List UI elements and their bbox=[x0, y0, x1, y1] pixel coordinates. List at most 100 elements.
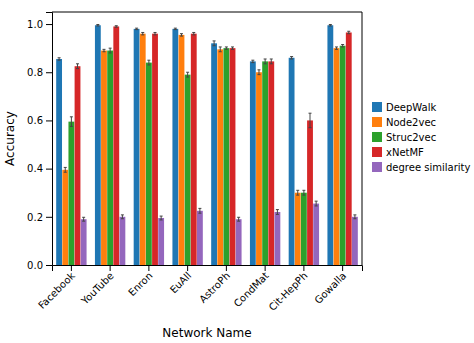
error-bar bbox=[76, 64, 79, 69]
tick: CondMat bbox=[232, 265, 271, 309]
error-bar bbox=[121, 215, 124, 219]
bar bbox=[340, 46, 346, 265]
bar bbox=[158, 218, 164, 265]
tick: 0.2 bbox=[27, 212, 52, 223]
tick: 1.0 bbox=[27, 19, 52, 30]
bar bbox=[256, 72, 262, 265]
bar bbox=[68, 122, 74, 265]
error-bar bbox=[315, 201, 318, 206]
error-bar bbox=[231, 47, 234, 49]
error-bar bbox=[82, 217, 85, 221]
error-bar bbox=[174, 28, 177, 29]
tick: Gowalla bbox=[312, 265, 348, 306]
tick-mark bbox=[46, 217, 52, 218]
bar bbox=[75, 66, 81, 265]
error-bar bbox=[154, 32, 157, 34]
bar bbox=[327, 25, 333, 265]
error-bars bbox=[64, 32, 338, 195]
legend-item: Struc2vec bbox=[372, 132, 436, 143]
tick-mark bbox=[187, 265, 188, 271]
legend-label: Node2vec bbox=[386, 117, 436, 128]
bar bbox=[236, 219, 242, 265]
legend-swatch bbox=[372, 162, 382, 172]
tick-label: 0.6 bbox=[27, 115, 43, 126]
legend-label: xNetMF bbox=[386, 147, 424, 158]
tick-label: AstroPh bbox=[197, 270, 232, 305]
bar bbox=[352, 217, 358, 265]
legend: DeepWalkNode2vecStruc2vecxNetMFdegree si… bbox=[372, 102, 470, 173]
tick-label: 0.0 bbox=[27, 260, 43, 271]
tick: Enron bbox=[126, 265, 154, 298]
bar-series bbox=[75, 26, 352, 265]
error-bar bbox=[264, 59, 267, 64]
tick-mark bbox=[46, 265, 52, 266]
bar-series bbox=[56, 25, 333, 265]
tick: EuAll bbox=[168, 265, 194, 295]
bar bbox=[95, 25, 101, 265]
bar bbox=[307, 120, 313, 265]
error-bar bbox=[147, 60, 150, 65]
bar bbox=[191, 34, 197, 265]
tick-mark bbox=[265, 265, 266, 271]
error-bar bbox=[180, 34, 183, 36]
legend-item: degree similarity bbox=[372, 162, 470, 173]
error-bar bbox=[64, 167, 67, 172]
error-bar bbox=[335, 47, 338, 49]
bar bbox=[346, 32, 352, 265]
tick-mark bbox=[46, 72, 52, 73]
tick-label: CondMat bbox=[232, 270, 271, 309]
tick-label: 0.4 bbox=[27, 163, 43, 174]
bar bbox=[268, 61, 274, 265]
axis-line bbox=[46, 13, 53, 266]
error-bar bbox=[276, 210, 279, 215]
error-bar bbox=[141, 32, 144, 34]
bar bbox=[289, 58, 295, 265]
error-bar bbox=[329, 25, 332, 26]
error-bar bbox=[347, 31, 350, 33]
tick: 0.4 bbox=[27, 163, 52, 174]
bar-series bbox=[81, 204, 358, 265]
tick-mark bbox=[148, 265, 149, 271]
error-bar bbox=[219, 47, 222, 52]
error-bar bbox=[198, 208, 201, 213]
legend-label: degree similarity bbox=[386, 162, 470, 173]
x-axis-title: Network Name bbox=[162, 326, 251, 340]
bar bbox=[179, 35, 185, 265]
bar bbox=[217, 49, 223, 265]
error-bar bbox=[296, 190, 299, 195]
bar bbox=[101, 51, 107, 265]
tick-label: YouTube bbox=[79, 270, 116, 307]
tick-mark bbox=[71, 265, 72, 271]
error-bar bbox=[225, 47, 228, 49]
bar bbox=[223, 48, 229, 265]
bar bbox=[274, 212, 280, 265]
error-bar bbox=[309, 113, 312, 127]
tick: 0.0 bbox=[27, 260, 52, 271]
bar bbox=[301, 193, 307, 265]
bar bbox=[56, 59, 62, 265]
error-bar bbox=[290, 57, 293, 59]
error-bar bbox=[213, 41, 216, 46]
error-bar bbox=[102, 49, 105, 51]
tick-mark bbox=[303, 265, 304, 271]
frame bbox=[52, 12, 362, 13]
chart: FacebookYouTubeEnronEuAllAstroPhCondMatC… bbox=[0, 0, 474, 343]
bar bbox=[81, 219, 87, 265]
error-bar bbox=[109, 48, 112, 53]
error-bars bbox=[58, 25, 332, 63]
legend-swatch bbox=[372, 117, 382, 127]
tick-mark bbox=[46, 169, 52, 170]
bar bbox=[119, 217, 125, 265]
tick-label: 0.2 bbox=[27, 212, 43, 223]
error-bar bbox=[302, 190, 305, 195]
tick: 0.8 bbox=[27, 67, 52, 78]
tick-label: Gowalla bbox=[312, 270, 348, 306]
error-bar bbox=[251, 60, 254, 62]
bar-series bbox=[62, 34, 339, 265]
error-bar bbox=[115, 26, 118, 27]
bar bbox=[172, 29, 178, 265]
legend-item: Node2vec bbox=[372, 117, 436, 128]
bar bbox=[313, 204, 319, 265]
plot: FacebookYouTubeEnronEuAllAstroPhCondMatC… bbox=[27, 12, 362, 313]
bar bbox=[113, 26, 119, 265]
